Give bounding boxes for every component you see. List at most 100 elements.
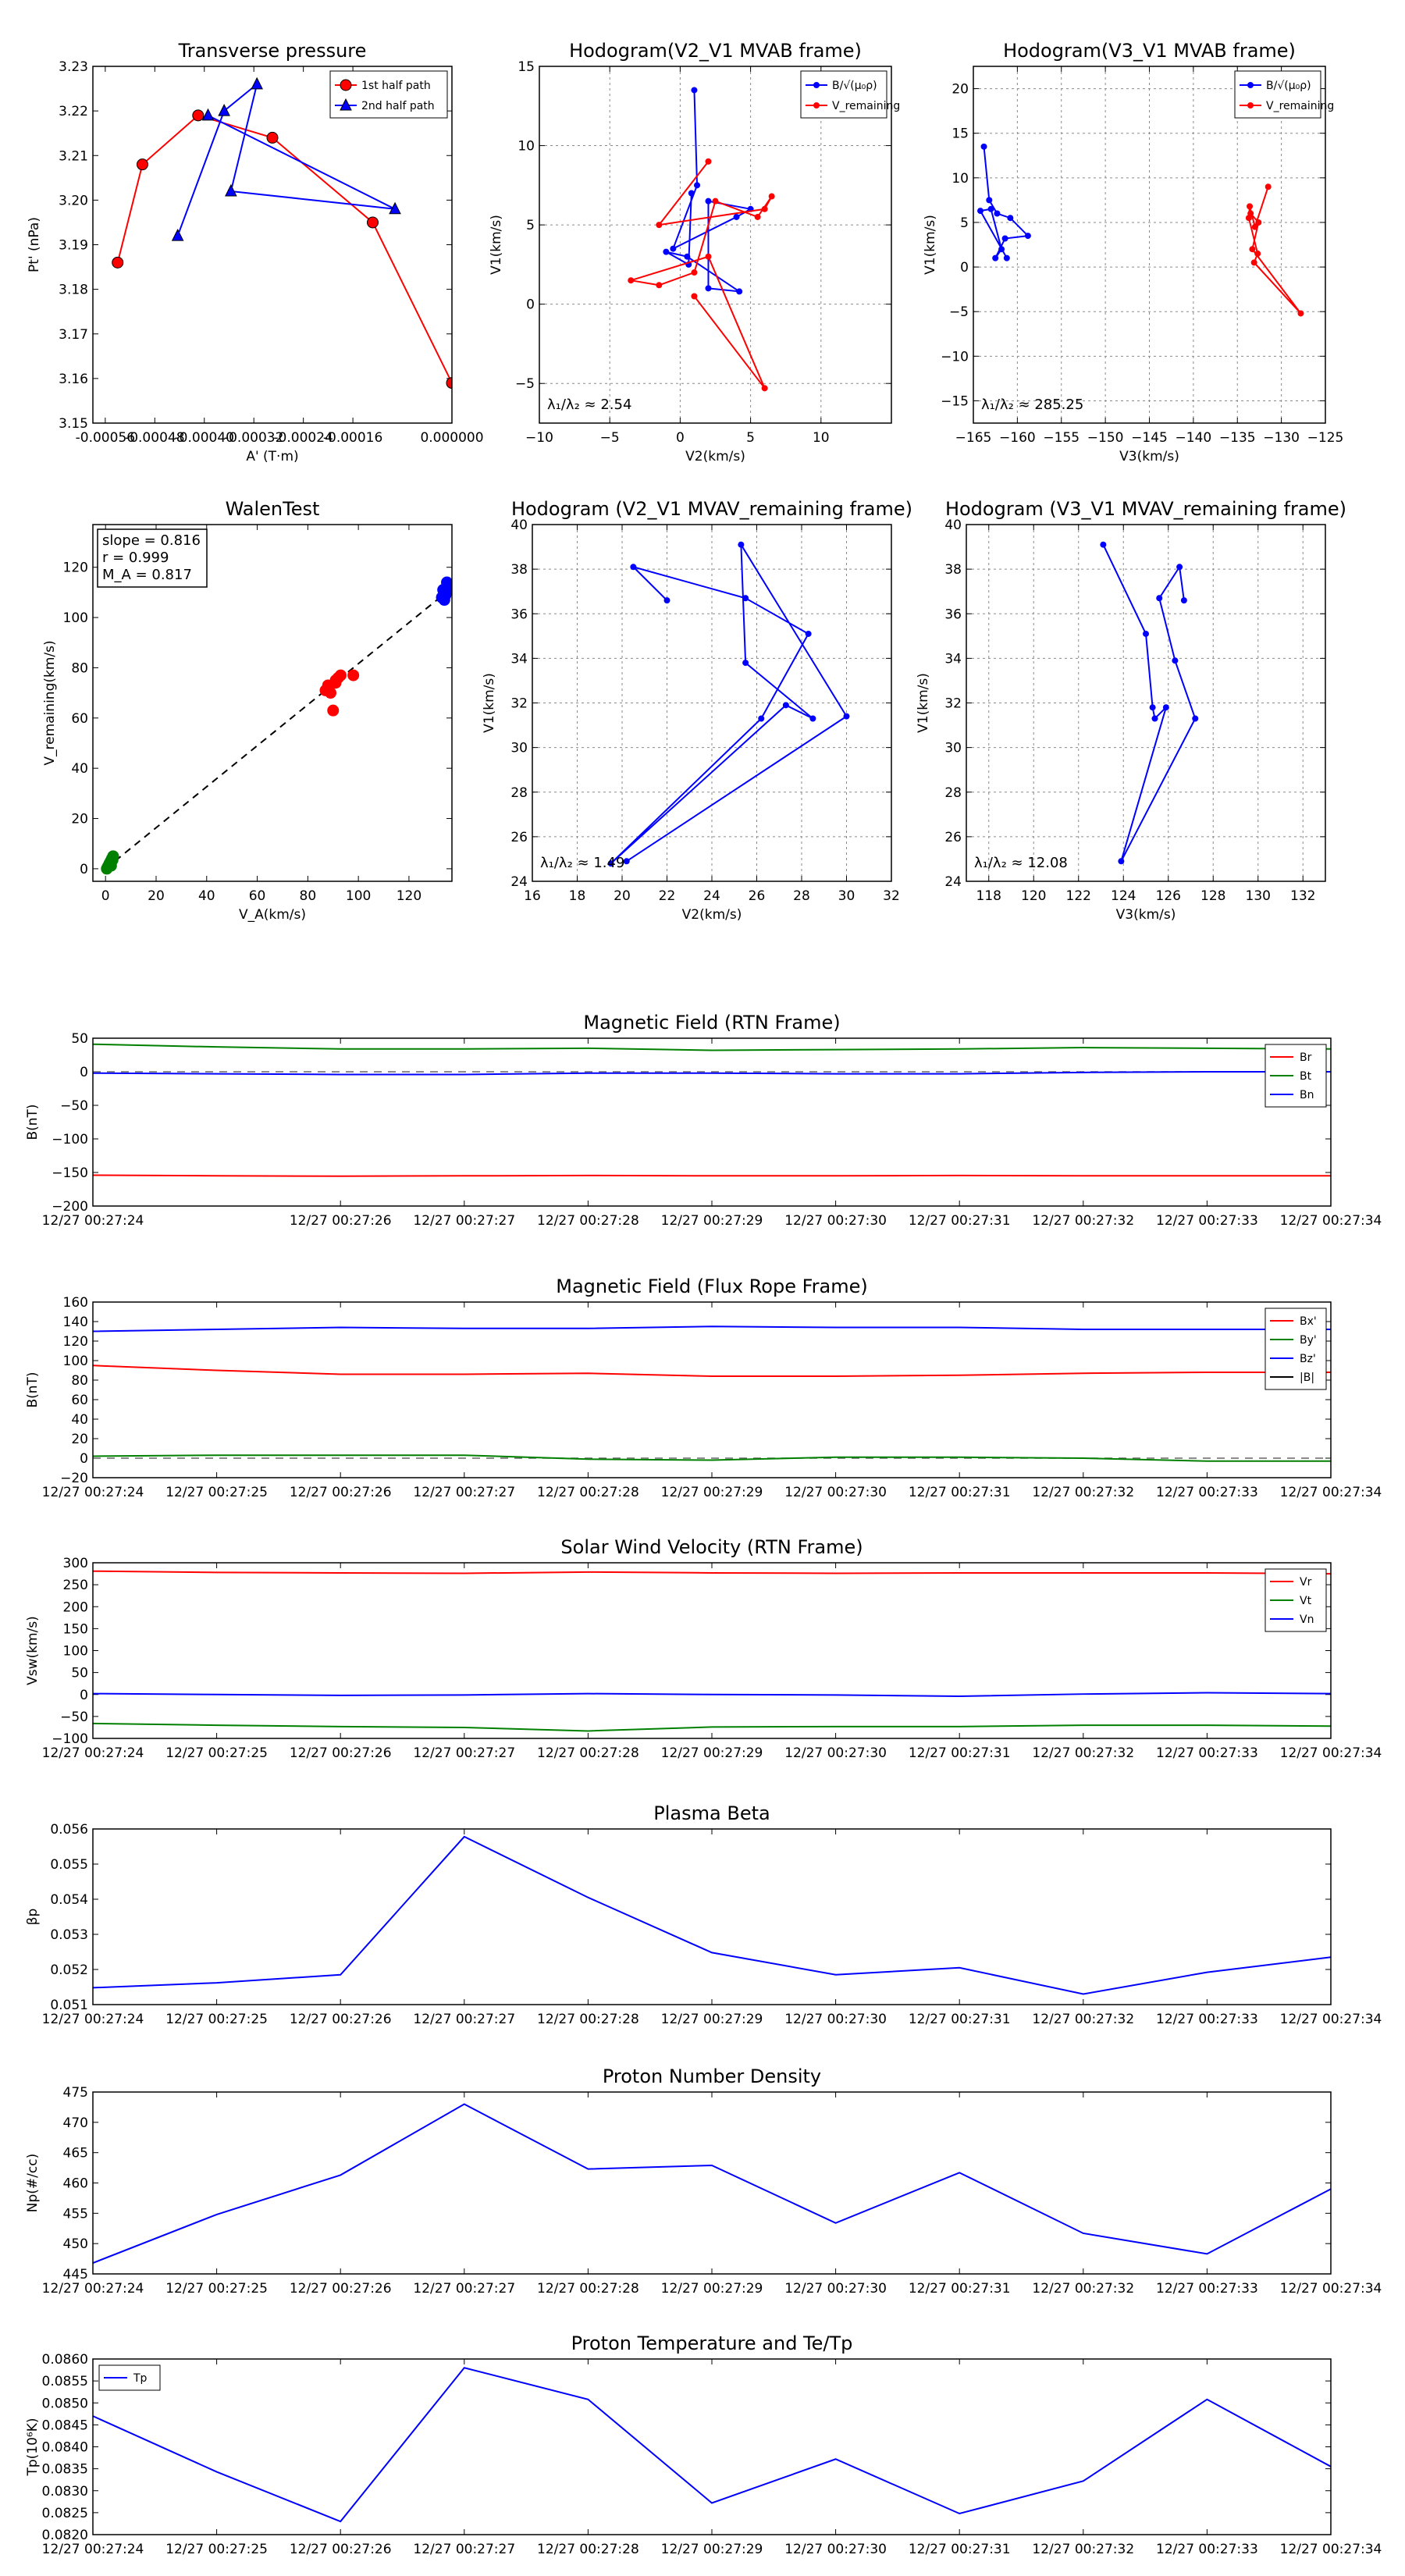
series-line-0 [92, 2367, 1332, 2523]
x-tick-label: 12/27 00:27:34 [1280, 1485, 1382, 1500]
data-point [656, 222, 663, 229]
data-point [1100, 541, 1107, 548]
data-point [705, 253, 712, 260]
chart-title: Solar Wind Velocity (RTN Frame) [560, 1536, 863, 1558]
y-tick-label: 20 [951, 82, 969, 98]
x-tick-label: −140 [1176, 430, 1212, 446]
legend-label: B/√(μ₀ρ) [1266, 80, 1311, 92]
y-tick-label: 0 [80, 1451, 88, 1467]
chart-hodogram-v3v1-mvav: Hodogram (V3_V1 MVAV_remaining frame) 24 2… [916, 498, 1346, 923]
chart-transverse-pressure: Transverse pressure 3.15 3.16 3.17 3.18 3.19 3… [27, 40, 484, 464]
x-tick-label: −130 [1263, 430, 1300, 446]
y-tick-label: 3.18 [59, 283, 88, 298]
y-tick-label: 0.0820 [42, 2528, 88, 2543]
data-point [389, 201, 401, 215]
chart-walen-test: WalenTest 0 20 40 60 80 100 120 V_remaining(km/s… [42, 498, 453, 923]
y-tick-label: 0 [80, 1688, 88, 1703]
x-tick-label: 0 [676, 430, 685, 446]
x-tick-label: −165 [955, 430, 992, 446]
y-axis-label: B(nT) [25, 1372, 41, 1407]
x-tick-label: 12/27 00:27:28 [537, 1213, 639, 1229]
series-line-0 [92, 1364, 1331, 1377]
stats-line: slope = 0.816 [102, 532, 201, 549]
y-tick-label: 0 [80, 862, 88, 877]
x-tick-label: 12/27 00:27:27 [413, 1745, 515, 1761]
x-tick-label: 12/27 00:27:31 [909, 2012, 1011, 2027]
x-tick-label: 12/27 00:27:29 [661, 1213, 763, 1229]
y-tick-label: 3.23 [59, 59, 88, 75]
y-tick-label: 36 [510, 607, 528, 622]
data-point [761, 385, 768, 392]
plot-frame [92, 1301, 1332, 1478]
data-point [623, 858, 630, 865]
x-tick-label: 12/27 00:27:25 [165, 1745, 268, 1761]
x-tick-label: 12/27 00:27:29 [661, 2542, 763, 2557]
y-tick-label: −10 [941, 349, 969, 365]
x-tick-label: 12/27 00:27:33 [1156, 2542, 1258, 2557]
x-tick-label: 5 [746, 430, 755, 446]
plot-frame [92, 1562, 1332, 1739]
x-tick-label: 12/27 00:27:24 [42, 1745, 144, 1761]
legend-label: Br [1300, 1051, 1312, 1064]
y-tick-label: 300 [63, 1556, 88, 1571]
plot-area [112, 76, 452, 390]
series-line-1 [1247, 186, 1302, 315]
y-tick-label: 0.055 [50, 1857, 88, 1873]
y-tick-label: 0 [526, 297, 535, 313]
y-tick-label: 3.15 [59, 416, 88, 432]
data-point [438, 594, 450, 607]
x-tick-label: 12/27 00:27:28 [537, 2281, 639, 2297]
ratio-annotation: λ₁/λ₂ ≈ 1.49 [540, 855, 624, 871]
x-tick-label: 12/27 00:27:26 [290, 1745, 392, 1761]
y-tick-label: −50 [60, 1710, 88, 1725]
plot-area [607, 541, 850, 867]
x-tick-label: 80 [300, 888, 317, 904]
data-point [670, 245, 677, 252]
data-point [607, 860, 614, 867]
data-point [1264, 183, 1272, 190]
y-tick-label: 80 [71, 660, 88, 676]
data-point [1151, 715, 1158, 722]
x-tick-label: 122 [1066, 888, 1091, 904]
y-tick-label: 475 [63, 2085, 88, 2101]
y-tick-label: 3.17 [59, 327, 88, 343]
chart-hodogram-v3v1-mvab: Hodogram(V3_V1 MVAB frame) −15 −10 −5 0 5 10 15… [923, 40, 1343, 464]
chart-solar-wind-velocity: Solar Wind Velocity (RTN Frame) −100 −50 0 5… [25, 1536, 1382, 1761]
data-point [994, 210, 1001, 217]
x-tick-label: -0.00016 [323, 430, 382, 446]
x-tick-label: 18 [569, 888, 586, 904]
x-tick-label: −160 [999, 430, 1036, 446]
x-tick-label: 12/27 00:27:26 [290, 2012, 392, 2027]
x-tick-label: 12/27 00:27:32 [1032, 2281, 1134, 2297]
x-tick-label: 30 [838, 888, 855, 904]
y-tick-label: 0.0830 [42, 2484, 88, 2500]
x-axis-label: V3(km/s) [1119, 449, 1179, 464]
x-axis-label: V3(km/s) [1116, 907, 1176, 923]
y-tick-label: 3.16 [59, 372, 88, 387]
data-point [738, 541, 745, 548]
data-point [761, 205, 768, 212]
x-tick-label: 20 [614, 888, 631, 904]
series-line-0 [92, 1174, 1331, 1177]
x-tick-label: 0 [101, 888, 110, 904]
series-line-2 [92, 1325, 1331, 1332]
y-tick-label: 120 [63, 1334, 88, 1350]
y-tick-label: 5 [960, 215, 969, 231]
data-point [112, 256, 124, 269]
y-tick-label: 40 [71, 761, 88, 777]
fit-line [105, 591, 448, 870]
y-tick-label: 40 [510, 518, 528, 533]
y-tick-label: −100 [52, 1132, 88, 1147]
x-tick-label: 12/27 00:27:32 [1032, 2542, 1134, 2557]
y-tick-label: 100 [63, 1644, 88, 1660]
x-tick-label: −10 [525, 430, 553, 446]
series-line-1 [630, 161, 773, 389]
chart-title: Transverse pressure [178, 40, 367, 62]
y-tick-label: 50 [71, 1031, 88, 1047]
ratio-annotation: λ₁/λ₂ ≈ 285.25 [981, 397, 1083, 413]
plot-frame [92, 1037, 1332, 1207]
data-point [443, 581, 452, 593]
legend-label: 2nd half path [361, 100, 435, 112]
x-tick-label: 12/27 00:27:26 [290, 1213, 392, 1229]
data-point [980, 143, 987, 150]
